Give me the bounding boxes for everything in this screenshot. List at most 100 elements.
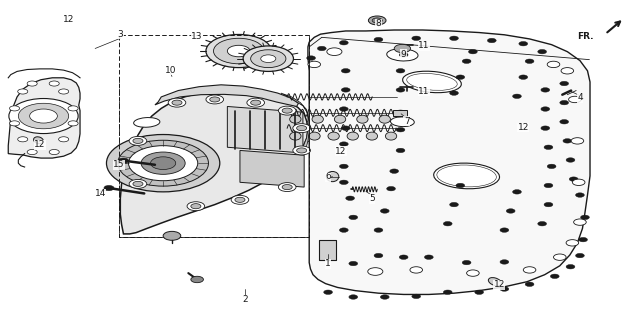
Ellipse shape	[290, 115, 301, 123]
Circle shape	[9, 106, 20, 111]
Circle shape	[293, 146, 310, 155]
Circle shape	[27, 81, 37, 86]
Ellipse shape	[488, 277, 502, 286]
Circle shape	[468, 50, 477, 54]
Circle shape	[374, 253, 383, 258]
Circle shape	[538, 221, 546, 226]
Circle shape	[550, 274, 559, 278]
Text: 8: 8	[375, 19, 381, 28]
Circle shape	[307, 56, 316, 60]
Circle shape	[317, 46, 326, 51]
Circle shape	[297, 148, 307, 153]
Circle shape	[349, 261, 358, 266]
Circle shape	[396, 127, 405, 132]
Bar	[393, 110, 407, 116]
Circle shape	[456, 75, 464, 79]
Circle shape	[243, 46, 293, 71]
Circle shape	[141, 152, 185, 174]
Polygon shape	[8, 78, 80, 158]
Circle shape	[500, 287, 509, 291]
Circle shape	[339, 142, 348, 146]
Polygon shape	[227, 107, 303, 153]
Circle shape	[390, 169, 399, 173]
Circle shape	[456, 183, 464, 188]
Ellipse shape	[33, 137, 44, 144]
Ellipse shape	[134, 117, 160, 127]
Ellipse shape	[334, 115, 346, 123]
Text: 7: 7	[404, 116, 410, 126]
Text: 15: 15	[114, 160, 125, 169]
Text: 2: 2	[242, 295, 248, 304]
Circle shape	[346, 196, 355, 200]
Circle shape	[235, 197, 245, 202]
Circle shape	[560, 120, 569, 124]
Circle shape	[369, 16, 386, 25]
Circle shape	[374, 37, 383, 42]
Circle shape	[104, 186, 114, 191]
Circle shape	[327, 48, 342, 55]
Circle shape	[374, 228, 383, 232]
Circle shape	[410, 267, 423, 273]
Circle shape	[425, 255, 433, 260]
Circle shape	[462, 59, 471, 63]
Circle shape	[293, 124, 310, 132]
Circle shape	[547, 164, 556, 169]
Circle shape	[561, 68, 574, 74]
Circle shape	[571, 138, 584, 144]
Circle shape	[49, 81, 59, 86]
Ellipse shape	[366, 132, 377, 140]
Ellipse shape	[326, 172, 339, 182]
Circle shape	[282, 185, 292, 190]
Circle shape	[466, 270, 479, 276]
Circle shape	[278, 183, 296, 192]
Ellipse shape	[347, 132, 358, 140]
Circle shape	[560, 100, 569, 105]
Text: 1: 1	[325, 259, 331, 268]
Text: 12: 12	[34, 140, 45, 149]
Polygon shape	[308, 30, 590, 294]
Circle shape	[396, 88, 405, 92]
Circle shape	[541, 88, 550, 92]
Circle shape	[553, 254, 566, 260]
Circle shape	[339, 180, 348, 185]
Circle shape	[349, 295, 358, 299]
Circle shape	[500, 260, 509, 264]
Ellipse shape	[309, 132, 320, 140]
Circle shape	[191, 276, 203, 283]
Circle shape	[119, 158, 129, 163]
Circle shape	[541, 107, 550, 111]
Circle shape	[462, 260, 471, 265]
Circle shape	[163, 231, 180, 240]
Circle shape	[59, 89, 69, 94]
Circle shape	[341, 88, 350, 92]
Circle shape	[541, 126, 550, 130]
Ellipse shape	[403, 71, 461, 93]
Circle shape	[9, 99, 78, 133]
Text: 9: 9	[401, 50, 406, 59]
Circle shape	[519, 75, 528, 79]
Circle shape	[49, 149, 59, 155]
Circle shape	[68, 106, 78, 111]
Circle shape	[107, 134, 220, 192]
Text: 12: 12	[335, 147, 346, 156]
Circle shape	[566, 158, 575, 162]
Circle shape	[560, 81, 569, 86]
Circle shape	[191, 204, 201, 209]
Polygon shape	[281, 93, 309, 150]
Circle shape	[575, 253, 584, 258]
Circle shape	[412, 294, 421, 299]
Circle shape	[566, 240, 579, 246]
Circle shape	[209, 97, 220, 102]
Circle shape	[525, 59, 534, 63]
Ellipse shape	[387, 49, 418, 61]
Text: FR.: FR.	[577, 32, 594, 41]
Text: 5: 5	[369, 194, 375, 204]
Circle shape	[172, 100, 182, 105]
Circle shape	[18, 89, 28, 94]
Circle shape	[475, 290, 483, 294]
Polygon shape	[155, 85, 298, 107]
Circle shape	[394, 44, 411, 52]
Circle shape	[133, 181, 143, 187]
Circle shape	[297, 125, 307, 131]
Circle shape	[339, 164, 348, 169]
